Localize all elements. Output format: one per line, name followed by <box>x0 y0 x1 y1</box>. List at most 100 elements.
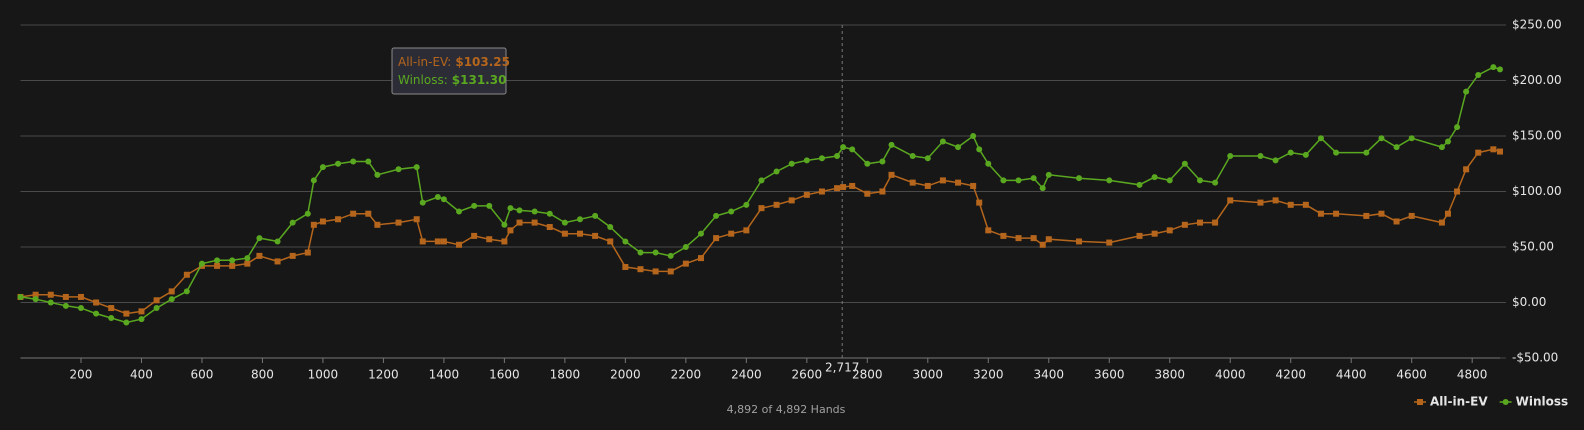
marker <box>244 260 251 267</box>
marker <box>652 268 659 275</box>
tooltip-label: Winloss: <box>398 73 448 87</box>
marker <box>1463 88 1470 95</box>
marker <box>1317 210 1324 217</box>
y-tick-label: $100.00 <box>1512 184 1562 198</box>
marker <box>1490 64 1497 71</box>
marker <box>1475 71 1482 78</box>
tooltip-box <box>391 47 507 95</box>
marker <box>1444 138 1451 145</box>
marker <box>697 255 704 262</box>
marker <box>546 224 553 231</box>
marker <box>153 297 160 304</box>
marker <box>32 291 39 298</box>
marker <box>1463 166 1470 173</box>
marker <box>1317 135 1324 142</box>
marker <box>924 182 931 189</box>
marker <box>849 146 856 153</box>
marker <box>622 263 629 270</box>
marker <box>607 224 614 231</box>
marker <box>32 296 39 303</box>
marker <box>47 291 54 298</box>
marker <box>985 227 992 234</box>
marker <box>304 249 311 256</box>
marker <box>304 210 311 217</box>
marker <box>697 230 704 237</box>
x-tick-label: 4600 <box>1396 368 1427 382</box>
tooltip-line: All-in-EV: $103.25 <box>398 55 510 69</box>
marker <box>1287 149 1294 156</box>
marker <box>289 219 296 226</box>
marker <box>909 152 916 159</box>
marker <box>1497 66 1503 73</box>
marker <box>1257 152 1264 159</box>
marker <box>319 164 326 171</box>
x-tick-label: 3400 <box>1033 368 1064 382</box>
marker <box>1454 124 1461 131</box>
marker <box>456 208 463 215</box>
marker <box>743 201 750 208</box>
legend-marker <box>1502 399 1509 405</box>
marker <box>1454 188 1461 195</box>
marker <box>1287 201 1294 208</box>
marker <box>1015 177 1022 184</box>
marker <box>1302 151 1309 158</box>
marker <box>413 164 420 171</box>
marker <box>803 191 810 198</box>
marker <box>507 205 514 212</box>
marker <box>365 210 372 217</box>
marker <box>1363 149 1370 156</box>
marker <box>955 144 962 151</box>
marker <box>1438 144 1445 151</box>
marker <box>607 238 614 245</box>
marker <box>970 133 977 139</box>
marker <box>1045 236 1052 243</box>
marker <box>546 210 553 217</box>
marker <box>803 157 810 164</box>
marker <box>350 210 357 217</box>
marker <box>153 305 160 312</box>
marker <box>864 190 871 197</box>
x-tick-label: 400 <box>130 368 153 382</box>
marker <box>183 271 190 278</box>
marker <box>713 212 720 219</box>
legend-label: Winloss <box>1516 395 1569 409</box>
marker <box>1333 149 1340 156</box>
marker <box>976 146 983 153</box>
marker <box>1272 157 1279 164</box>
marker <box>244 255 251 262</box>
x-tick-label: 4800 <box>1457 368 1488 382</box>
marker <box>256 235 263 242</box>
marker <box>335 216 342 223</box>
marker <box>1497 148 1503 155</box>
marker <box>818 188 825 195</box>
marker <box>198 260 205 267</box>
marker <box>1196 177 1203 184</box>
marker <box>214 262 221 269</box>
marker <box>1151 174 1158 181</box>
marker <box>419 238 426 245</box>
footer: 4,892 of 4,892 Hands <box>727 403 846 416</box>
x-tick-label: 2800 <box>852 368 883 382</box>
marker <box>77 293 84 300</box>
marker <box>1363 212 1370 219</box>
marker <box>1166 227 1173 234</box>
y-tick-label: -$50.00 <box>1512 351 1558 365</box>
marker <box>1030 175 1037 182</box>
marker <box>516 219 523 226</box>
marker <box>434 238 441 245</box>
marker <box>183 288 190 295</box>
marker <box>834 185 841 192</box>
marker <box>1227 197 1234 204</box>
marker <box>1000 177 1007 184</box>
marker <box>818 155 825 162</box>
marker <box>168 288 175 295</box>
marker <box>1378 135 1385 142</box>
marker <box>507 227 514 234</box>
x-tick-label: 1400 <box>429 368 460 382</box>
marker <box>1151 230 1158 237</box>
marker <box>924 155 931 162</box>
marker <box>1475 149 1482 156</box>
marker <box>471 232 478 239</box>
marker <box>395 166 402 173</box>
marker <box>1030 235 1037 242</box>
